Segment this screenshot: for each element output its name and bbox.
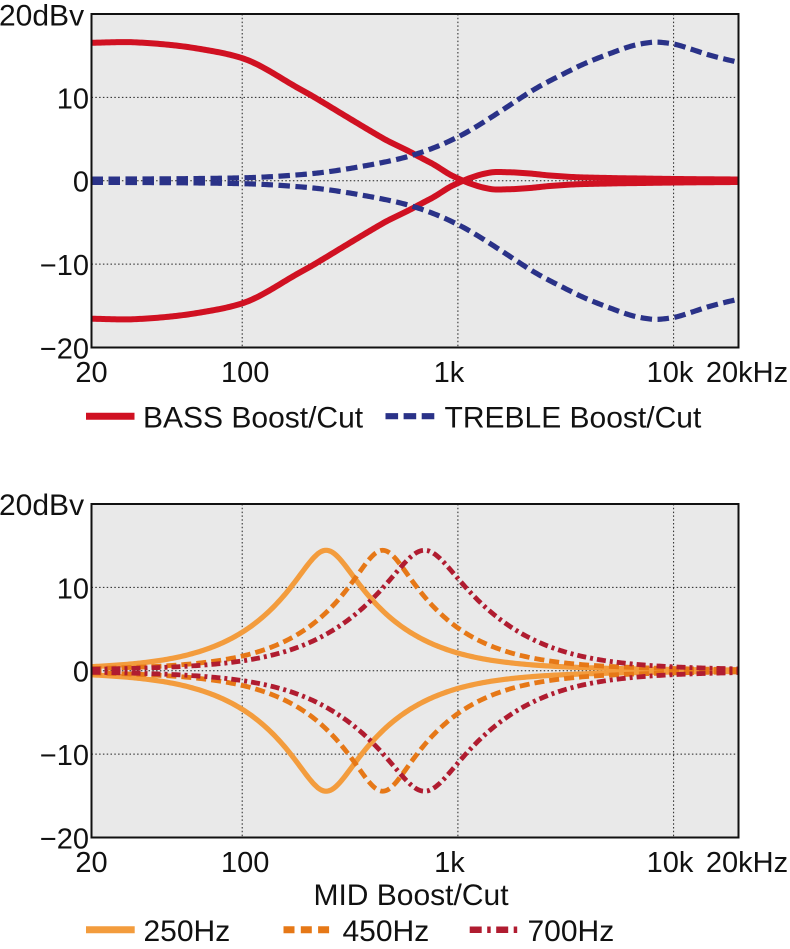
svg-text:250Hz: 250Hz — [144, 915, 231, 948]
svg-text:1k: 1k — [434, 357, 465, 389]
svg-text:20dBv: 20dBv — [0, 489, 84, 522]
svg-text:0: 0 — [73, 167, 89, 199]
svg-text:100: 100 — [221, 357, 269, 389]
svg-text:100: 100 — [221, 847, 269, 879]
svg-text:−10: −10 — [40, 250, 89, 282]
svg-text:20: 20 — [75, 357, 107, 389]
svg-text:TREBLE Boost/Cut: TREBLE Boost/Cut — [445, 402, 702, 435]
svg-text:1k: 1k — [434, 847, 465, 879]
svg-text:−20: −20 — [40, 823, 89, 855]
svg-text:−10: −10 — [40, 740, 89, 772]
svg-text:−20: −20 — [40, 333, 89, 365]
svg-text:0: 0 — [73, 657, 89, 689]
svg-text:10: 10 — [57, 573, 89, 605]
svg-text:20kHz: 20kHz — [706, 357, 788, 389]
svg-text:450Hz: 450Hz — [343, 915, 430, 948]
svg-text:700Hz: 700Hz — [528, 915, 615, 948]
svg-text:10: 10 — [57, 83, 89, 115]
svg-text:BASS Boost/Cut: BASS Boost/Cut — [143, 402, 364, 435]
svg-text:10k: 10k — [647, 847, 694, 879]
svg-text:10k: 10k — [647, 357, 694, 389]
svg-text:20kHz: 20kHz — [706, 847, 788, 879]
svg-text:20: 20 — [75, 847, 107, 879]
svg-text:MID Boost/Cut: MID Boost/Cut — [313, 879, 509, 912]
svg-text:20dBv: 20dBv — [0, 0, 84, 33]
